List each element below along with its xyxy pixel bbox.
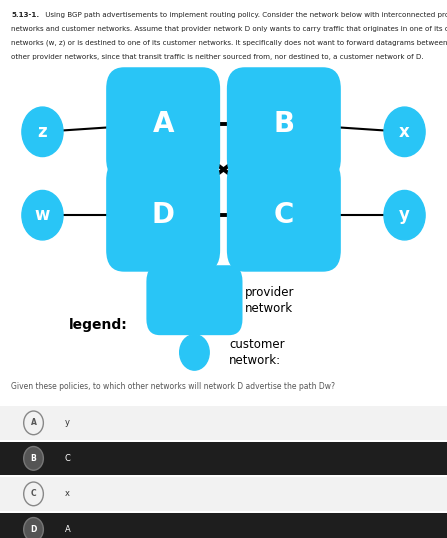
Text: other provider networks, since that transit traffic is neither sourced from, nor: other provider networks, since that tran… [11, 54, 424, 60]
Text: x: x [399, 123, 410, 141]
FancyBboxPatch shape [227, 67, 341, 180]
Text: legend:: legend: [69, 318, 128, 332]
FancyBboxPatch shape [147, 265, 242, 335]
Text: y: y [65, 419, 70, 427]
Circle shape [180, 335, 209, 370]
Text: networks and customer networks. Assume that provider network D only wants to car: networks and customer networks. Assume t… [11, 26, 447, 32]
Text: C: C [31, 490, 36, 498]
FancyBboxPatch shape [0, 513, 447, 538]
Circle shape [384, 107, 425, 157]
Circle shape [24, 447, 43, 470]
Text: A: A [65, 525, 71, 534]
FancyBboxPatch shape [0, 477, 447, 511]
Text: 5.13-1.: 5.13-1. [11, 12, 39, 18]
Text: Using BGP path advertisements to implement routing policy. Consider the network : Using BGP path advertisements to impleme… [43, 12, 447, 18]
Text: customer
network:: customer network: [229, 338, 285, 367]
Text: A: A [30, 419, 37, 427]
FancyBboxPatch shape [106, 159, 220, 272]
FancyBboxPatch shape [227, 159, 341, 272]
Circle shape [22, 190, 63, 240]
Circle shape [24, 518, 43, 538]
Text: C: C [274, 201, 294, 229]
Text: B: B [273, 110, 295, 138]
Text: provider
network: provider network [245, 286, 294, 315]
Text: Given these policies, to which other networks will network D advertise the path : Given these policies, to which other net… [11, 382, 335, 391]
FancyBboxPatch shape [106, 67, 220, 180]
Text: networks (w, z) or is destined to one of its customer networks. It specifically : networks (w, z) or is destined to one of… [11, 40, 447, 46]
Circle shape [384, 190, 425, 240]
FancyBboxPatch shape [0, 406, 447, 440]
Text: D: D [152, 201, 175, 229]
Text: z: z [38, 123, 47, 141]
Text: w: w [35, 206, 50, 224]
Text: B: B [31, 454, 36, 463]
Text: A: A [152, 110, 174, 138]
Text: D: D [30, 525, 37, 534]
Circle shape [22, 107, 63, 157]
Text: y: y [399, 206, 410, 224]
Text: x: x [65, 490, 70, 498]
Text: C: C [65, 454, 71, 463]
FancyBboxPatch shape [0, 442, 447, 475]
